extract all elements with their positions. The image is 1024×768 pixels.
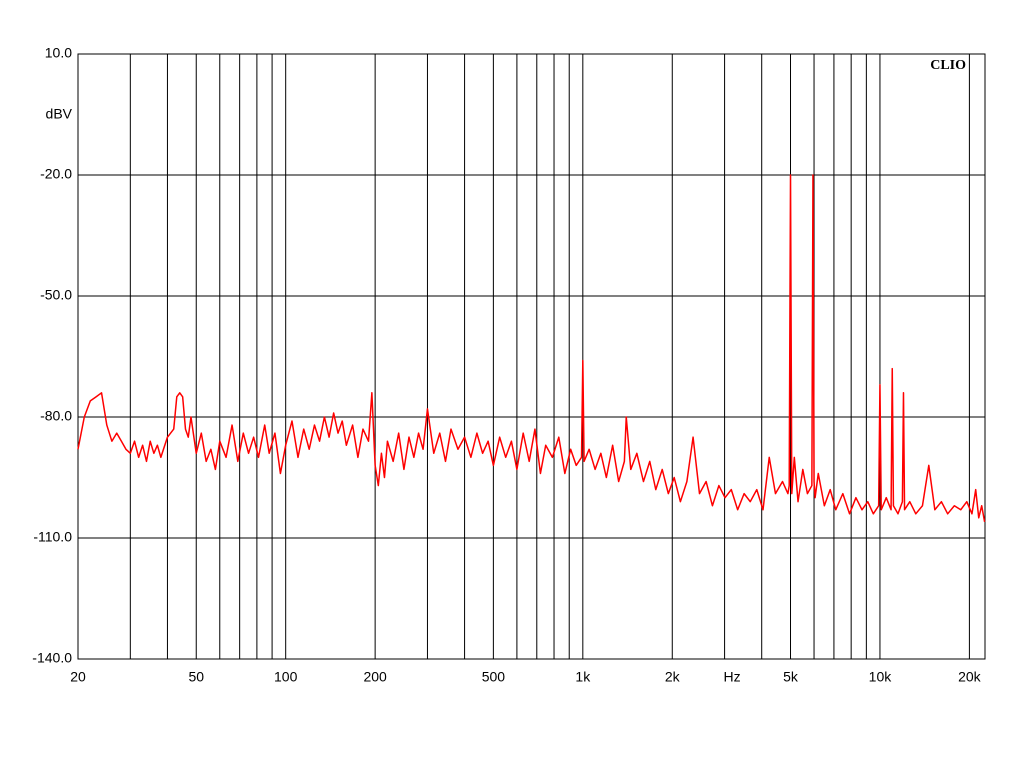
- brand: CLIO: [930, 58, 966, 73]
- x-tick-label: 100: [274, 669, 298, 685]
- y-tick-label: -50.0: [40, 287, 72, 303]
- x-tick-label: 20k: [958, 669, 982, 685]
- x-tick-label: 200: [363, 669, 387, 685]
- y-tick-label: -20.0: [40, 166, 72, 182]
- y-tick-label: -110.0: [33, 529, 72, 545]
- x-tick-label: 500: [482, 669, 506, 685]
- x-axis-label: Hz: [724, 669, 741, 685]
- spectrum-line: [77, 174, 986, 523]
- x-tick-label: 5k: [783, 669, 799, 685]
- x-tick-label: 50: [188, 669, 204, 685]
- plot-frame: [77, 53, 986, 660]
- x-tick-label: 2k: [665, 669, 681, 685]
- y-tick-label: 10.0: [45, 45, 72, 61]
- x-tick-label: 1k: [575, 669, 591, 685]
- x-tick-label: 10k: [869, 669, 893, 685]
- y-axis-label: dBV: [46, 106, 73, 122]
- y-tick-label: -140.0: [32, 650, 72, 666]
- y-tick-label: -80.0: [40, 408, 72, 424]
- x-tick-label: 20: [70, 669, 86, 685]
